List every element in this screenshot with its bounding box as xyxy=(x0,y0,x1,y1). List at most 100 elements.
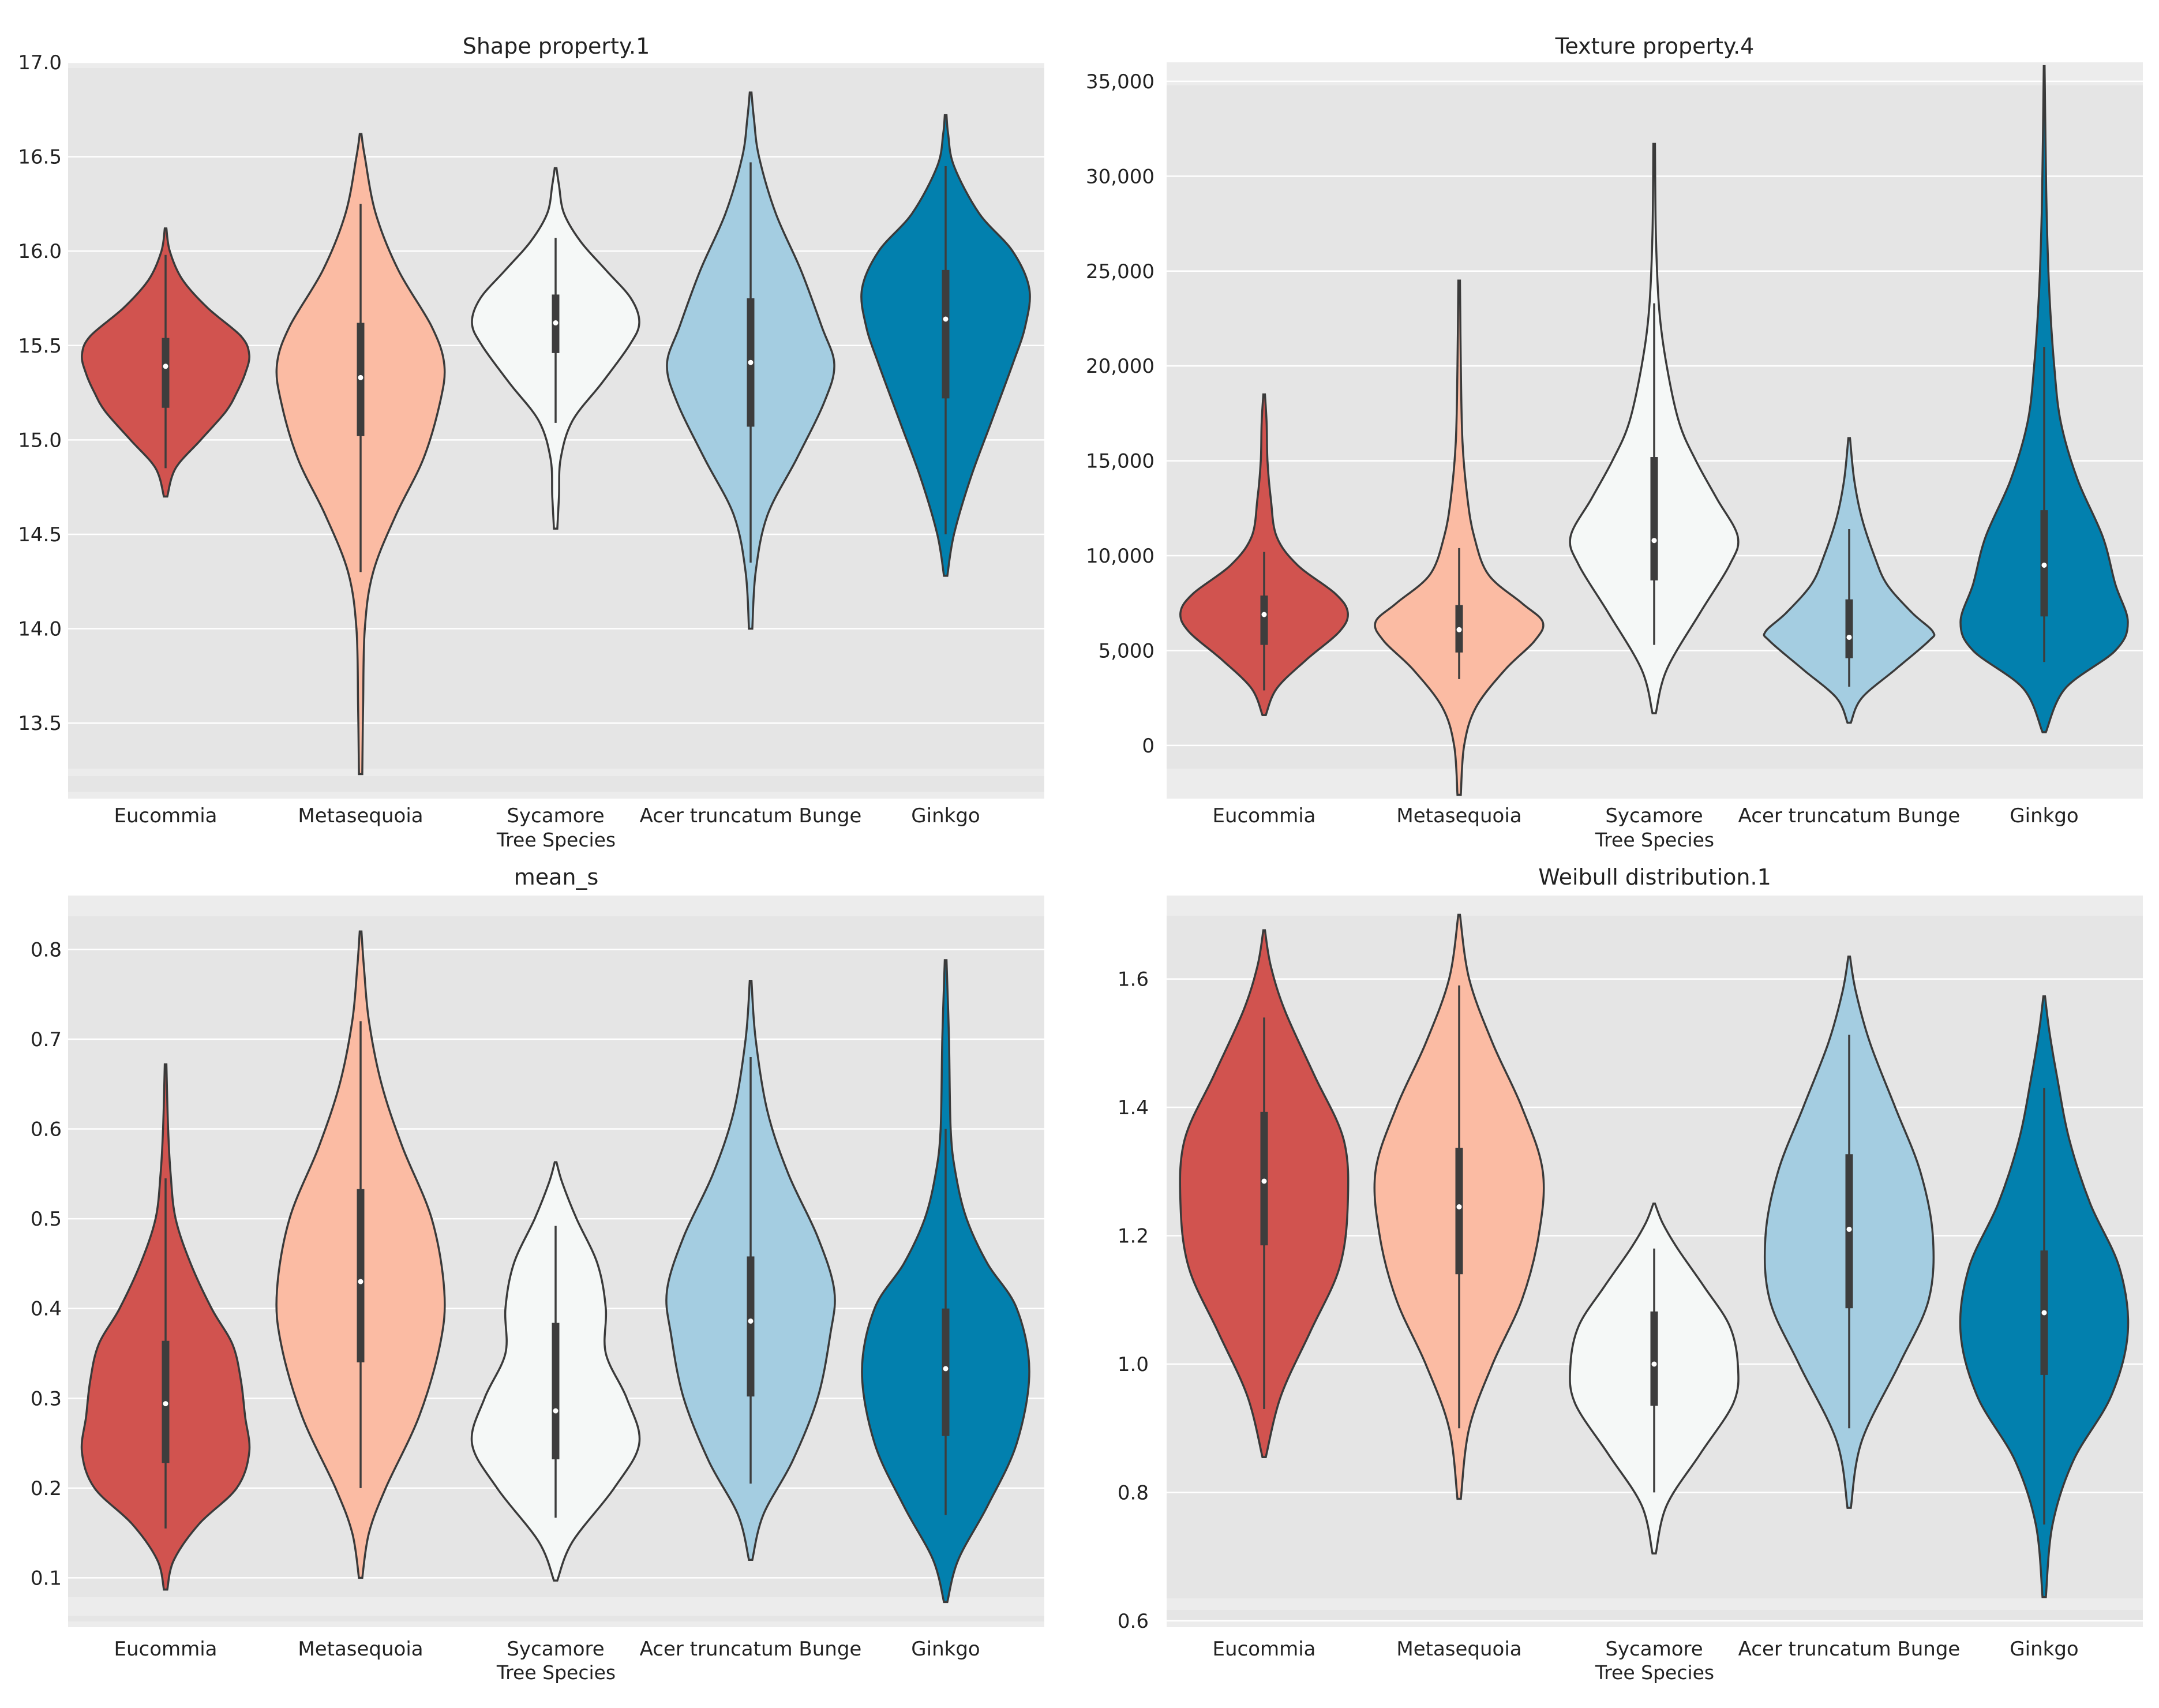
x-tick-label: Ginkgo xyxy=(2010,804,2078,827)
chart-title: mean_s xyxy=(514,864,599,890)
violin-iqr-box xyxy=(1845,599,1853,658)
plot-band xyxy=(68,1597,1044,1616)
plot-band xyxy=(68,792,1044,799)
x-tick-label: Eucommia xyxy=(114,804,217,827)
plot-band xyxy=(68,769,1044,776)
y-tick-label: 0.7 xyxy=(31,1028,62,1051)
violin-median xyxy=(1261,1178,1267,1184)
x-axis-label: Tree Species xyxy=(496,1661,616,1684)
x-tick-label: Ginkgo xyxy=(911,1638,980,1661)
chart-panel-2: 0 5,000 10,000 15,000 20,000 25,000 30,000 35,0… xyxy=(1086,33,2143,851)
x-axis-label: Tree Species xyxy=(496,829,616,851)
x-axis-label: Tree Species xyxy=(1595,829,1714,851)
violin-median xyxy=(748,1318,754,1324)
violin-iqr-box xyxy=(162,338,170,408)
y-tick-label: 30,000 xyxy=(1086,165,1155,188)
chart-panel-3: 0.1 0.2 0.3 0.4 0.5 0.6 0.7 0.8 mean_s Eucommia Me… xyxy=(31,864,1044,1684)
x-tick-label: Sycamore xyxy=(507,804,604,827)
plot-band xyxy=(68,896,1044,916)
y-tick-label: 13.5 xyxy=(18,712,62,735)
chart-title: Shape property.1 xyxy=(463,33,650,59)
violin-median xyxy=(2041,1310,2047,1316)
x-tick-label: Acer truncatum Bunge xyxy=(640,1638,862,1661)
chart-title: Weibull distribution.1 xyxy=(1538,864,1771,890)
y-tick-label: 0.8 xyxy=(31,938,62,961)
plot-band xyxy=(1167,1598,2143,1610)
violin-iqr-box xyxy=(1455,1148,1463,1275)
violin-iqr-box xyxy=(1650,1311,1658,1406)
violin-median xyxy=(748,359,754,365)
y-tick-label: 15.5 xyxy=(18,335,62,358)
violin-median xyxy=(1456,1204,1462,1209)
y-tick-label: 0.6 xyxy=(1118,1610,1149,1633)
chart-panel-1: 13.5 14.0 14.5 15.0 15.5 16.0 16.5 17.0 Shape pr… xyxy=(18,33,1044,851)
violin-median xyxy=(1651,538,1657,544)
violin-median xyxy=(1456,627,1462,632)
violin-iqr-box xyxy=(1650,457,1658,580)
y-tick-label: 15.0 xyxy=(18,429,62,452)
violin-median xyxy=(358,374,363,380)
violin-median xyxy=(943,1366,949,1372)
plot-band xyxy=(1167,896,2143,916)
y-tick-label: 5,000 xyxy=(1099,639,1155,662)
x-tick-label: Metasequoia xyxy=(1396,1638,1521,1661)
violin-median xyxy=(163,1401,168,1407)
x-tick-label: Acer truncatum Bunge xyxy=(640,804,862,827)
x-tick-label: Metasequoia xyxy=(1396,804,1521,827)
violin-median xyxy=(163,364,168,369)
violin-iqr-box xyxy=(747,1256,755,1397)
violin-iqr-box xyxy=(942,269,950,399)
x-tick-label: Eucommia xyxy=(1212,804,1315,827)
x-tick-label: Eucommia xyxy=(1212,1638,1315,1661)
y-tick-label: 16.5 xyxy=(18,146,62,169)
y-tick-label: 0.2 xyxy=(31,1477,62,1500)
y-tick-label: 0 xyxy=(1142,735,1155,758)
chart-title: Texture property.4 xyxy=(1555,33,1755,59)
violin-iqr-box xyxy=(552,1323,560,1460)
chart-panel-4: 0.6 0.8 1.0 1.2 1.4 1.6 Weibull distribution.1… xyxy=(1118,864,2143,1684)
violin-iqr-box xyxy=(357,1189,365,1363)
x-tick-label: Metasequoia xyxy=(298,804,423,827)
x-tick-label: Metasequoia xyxy=(298,1638,423,1661)
violin-median xyxy=(553,320,559,326)
x-axis-label: Tree Species xyxy=(1595,1661,1714,1684)
plot-band xyxy=(68,62,1044,68)
y-tick-label: 0.4 xyxy=(31,1298,62,1321)
x-tick-label: Sycamore xyxy=(507,1638,604,1661)
violin-median xyxy=(1846,634,1852,640)
violin-median xyxy=(943,316,949,322)
violin-median xyxy=(358,1279,363,1284)
plot-band xyxy=(68,1621,1044,1627)
violin-median xyxy=(1261,612,1267,617)
plot-band xyxy=(1167,1620,2143,1627)
violin-median xyxy=(1651,1361,1657,1367)
x-tick-label: Eucommia xyxy=(114,1638,217,1661)
violin-iqr-box xyxy=(1260,595,1268,645)
violin-median xyxy=(2041,562,2047,568)
y-tick-label: 10,000 xyxy=(1086,545,1155,568)
y-tick-label: 0.8 xyxy=(1118,1481,1149,1504)
y-tick-label: 1.6 xyxy=(1118,968,1149,991)
y-tick-label: 0.6 xyxy=(31,1118,62,1141)
y-tick-label: 15,000 xyxy=(1086,450,1155,473)
y-tick-label: 17.0 xyxy=(18,51,62,74)
violin-iqr-box xyxy=(942,1308,950,1436)
y-tick-label: 1.4 xyxy=(1118,1096,1149,1119)
x-tick-label: Ginkgo xyxy=(911,804,980,827)
y-tick-label: 0.3 xyxy=(31,1387,62,1410)
x-tick-label: Acer truncatum Bunge xyxy=(1738,804,1961,827)
y-tick-label: 16.0 xyxy=(18,240,62,263)
y-tick-label: 1.2 xyxy=(1118,1225,1149,1248)
x-tick-label: Ginkgo xyxy=(2010,1638,2078,1661)
y-tick-label: 25,000 xyxy=(1086,260,1155,283)
y-tick-label: 14.5 xyxy=(18,523,62,546)
y-tick-label: 0.5 xyxy=(31,1208,62,1231)
y-tick-label: 20,000 xyxy=(1086,355,1155,378)
y-tick-label: 0.1 xyxy=(31,1567,62,1590)
y-tick-label: 35,000 xyxy=(1086,70,1155,93)
x-tick-label: Acer truncatum Bunge xyxy=(1738,1638,1961,1661)
y-tick-label: 14.0 xyxy=(18,618,62,641)
y-tick-label: 1.0 xyxy=(1118,1353,1149,1376)
violin-median xyxy=(1846,1226,1852,1232)
